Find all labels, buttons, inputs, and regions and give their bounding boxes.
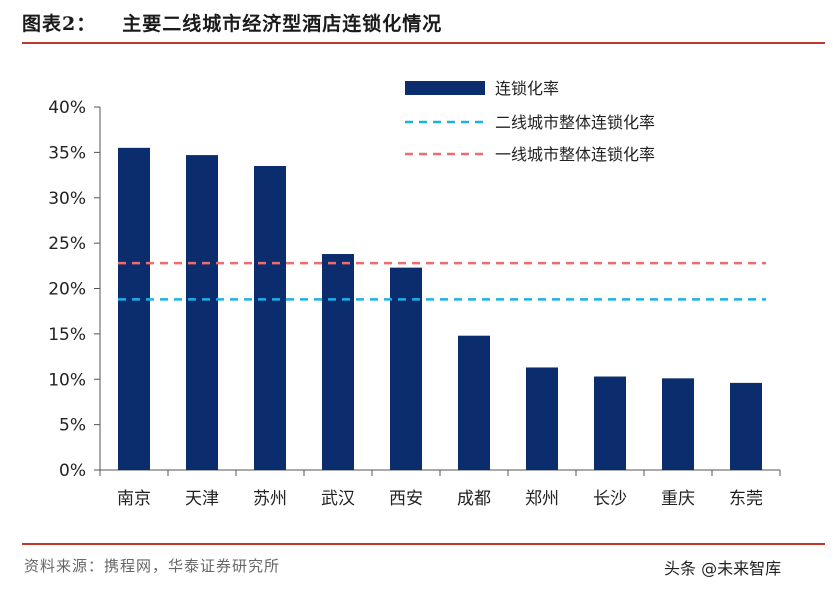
bar-天津 [186, 155, 218, 470]
legend-label: 二线城市整体连锁化率 [495, 113, 655, 132]
figure-title-text: 主要二线城市经济型酒店连锁化情况 [122, 13, 443, 35]
legend-label: 一线城市整体连锁化率 [495, 145, 655, 164]
bar-chart: 0% 5% 10% 15% 20% 25% 30% 35% 40% 南京 天津 苏州 武汉 西安 成都 郑州… [48, 79, 781, 509]
x-axis: 南京 天津 苏州 武汉 西安 成都 郑州 长沙 重庆 东莞 [99, 469, 781, 509]
x-tick-label: 苏州 [253, 489, 287, 509]
bar-武汉 [322, 254, 354, 470]
title-rule [22, 42, 825, 44]
x-tick-label: 成都 [457, 489, 491, 509]
bar-长沙 [594, 376, 626, 470]
bar-重庆 [662, 378, 694, 470]
figure-label: 图表2： [22, 13, 97, 35]
x-tick-label: 东莞 [729, 489, 763, 509]
x-tick-label: 重庆 [661, 489, 695, 509]
y-tick-label: 10% [48, 370, 86, 390]
watermark: 头条 @未来智库 [664, 559, 782, 578]
x-tick-label: 武汉 [321, 489, 355, 509]
bar-郑州 [526, 367, 558, 470]
y-tick-label: 35% [48, 143, 86, 163]
y-tick-label: 30% [48, 189, 86, 209]
y-axis: 0% 5% 10% 15% 20% 25% 30% 35% 40% [48, 98, 101, 481]
y-tick-label: 25% [48, 234, 86, 254]
bars [118, 147, 762, 471]
bar-苏州 [254, 165, 286, 471]
y-tick-label: 20% [48, 280, 86, 300]
y-tick-label: 15% [48, 325, 86, 345]
x-tick-label: 南京 [117, 489, 151, 509]
legend-swatch-bar [405, 81, 485, 95]
x-tick-label: 郑州 [525, 489, 559, 509]
x-tick-label: 天津 [185, 489, 219, 509]
source-note: 资料来源：携程网，华泰证券研究所 [24, 557, 281, 575]
bar-南京 [118, 147, 150, 470]
bar-成都 [458, 335, 490, 470]
y-tick-label: 40% [48, 98, 86, 118]
y-tick-label: 0% [59, 461, 86, 481]
bar-东莞 [730, 382, 762, 470]
bar-西安 [390, 267, 422, 470]
figure-title: 图表2： 主要二线城市经济型酒店连锁化情况 [22, 9, 442, 36]
y-tick-label: 5% [59, 416, 86, 436]
legend-label: 连锁化率 [495, 79, 559, 98]
footer-rule [22, 543, 825, 545]
x-tick-label: 长沙 [593, 489, 627, 509]
x-tick-label: 西安 [389, 489, 423, 509]
reference-lines [118, 261, 766, 301]
